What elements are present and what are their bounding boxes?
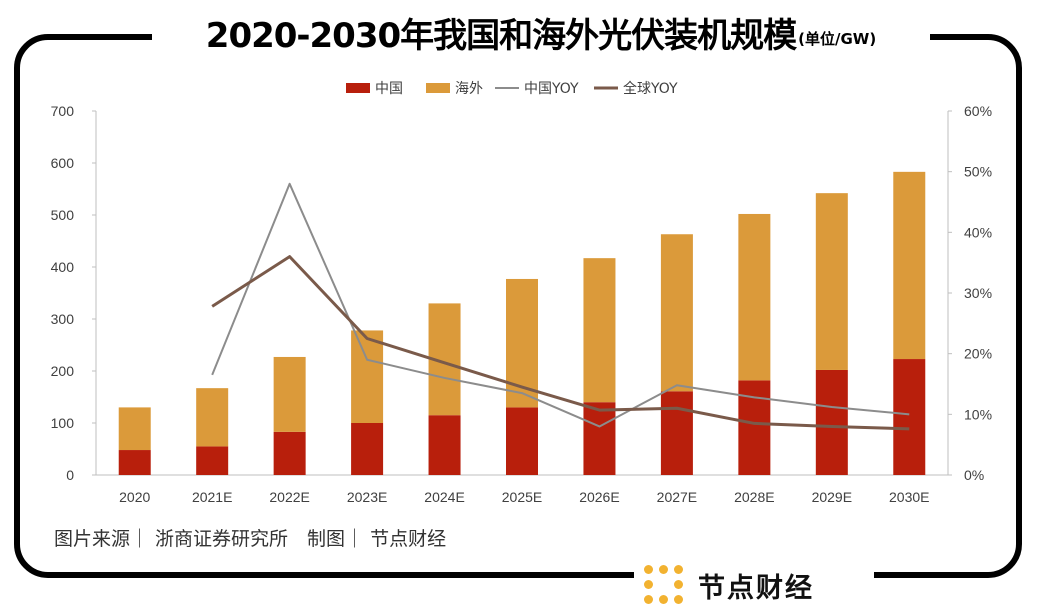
bar-china: [196, 446, 229, 475]
brand-block: 节点财经: [634, 560, 874, 610]
source-caption: 图片来源｜ 浙商证券研究所 制图｜ 节点财经: [54, 528, 447, 550]
bar-overseas: [118, 407, 151, 451]
bar-china: [428, 415, 461, 475]
bar-overseas: [660, 234, 693, 392]
x-tick-label: 2022E: [269, 489, 309, 505]
x-tick-label: 2023E: [347, 489, 387, 505]
brand-name: 节点财经: [698, 572, 814, 604]
y-right-tick-label: 10%: [964, 406, 992, 422]
dot-grid-logo-icon: [644, 565, 684, 605]
y-right-tick-label: 50%: [964, 164, 992, 180]
legend-label-global-yoy: 全球YOY: [623, 80, 678, 97]
bar-china: [506, 407, 538, 475]
legend-label-china: 中国: [375, 81, 403, 97]
y-right-tick-label: 60%: [964, 103, 992, 119]
x-tick-label: 2028E: [734, 489, 774, 505]
y-left-tick-label: 400: [51, 259, 75, 275]
bar-china: [660, 391, 693, 475]
bar-overseas: [351, 330, 384, 423]
bar-china: [815, 369, 848, 475]
y-left-tick-label: 500: [51, 207, 75, 223]
chart-title: 2020-2030年我国和海外光伏装机规模: [205, 15, 797, 56]
x-tick-label: 2029E: [812, 489, 852, 505]
x-tick-label: 2025E: [502, 489, 542, 505]
bar-china: [583, 402, 616, 475]
y-left-tick-label: 300: [51, 311, 75, 327]
line-global-yoy: [211, 255, 910, 431]
y-right-tick-label: 30%: [964, 285, 992, 301]
y-right-tick-label: 20%: [964, 346, 992, 362]
y-left-tick-label: 200: [51, 363, 75, 379]
x-tick-label: 2030E: [889, 489, 929, 505]
bar-china: [738, 380, 771, 475]
x-tick-label: 2021E: [192, 489, 232, 505]
bar-china: [273, 431, 306, 475]
bar-overseas: [273, 356, 306, 432]
y-left-tick-label: 100: [51, 415, 75, 431]
bar-china: [118, 450, 151, 475]
legend-label-overseas: 海外: [455, 81, 483, 97]
x-tick-label: 2024E: [424, 489, 464, 505]
bar-china: [893, 359, 926, 475]
bar-overseas: [738, 213, 771, 381]
line-china-yoy: [211, 182, 910, 428]
bar-china: [351, 423, 384, 475]
bar-overseas: [196, 388, 229, 447]
y-left-tick-label: 0: [66, 467, 74, 483]
y-left-tick-label: 600: [51, 155, 75, 171]
y-right-tick-label: 40%: [964, 224, 992, 240]
title-block: 2020-2030年我国和海外光伏装机规模 (单位/GW): [152, 4, 930, 60]
x-tick-label: 2020: [119, 489, 150, 505]
chart-title-unit: (单位/GW): [798, 29, 877, 48]
y-left-tick-label: 700: [51, 103, 75, 119]
bar-overseas: [893, 171, 926, 360]
legend-label-china-yoy: 中国YOY: [524, 81, 579, 97]
bar-overseas: [583, 258, 616, 403]
x-tick-label: 2027E: [657, 489, 697, 505]
legend-swatch-overseas: [426, 83, 450, 93]
y-right-tick-label: 0%: [964, 467, 984, 483]
x-tick-label: 2026E: [579, 489, 619, 505]
legend-swatch-china: [346, 83, 370, 93]
bar-overseas: [815, 193, 848, 370]
